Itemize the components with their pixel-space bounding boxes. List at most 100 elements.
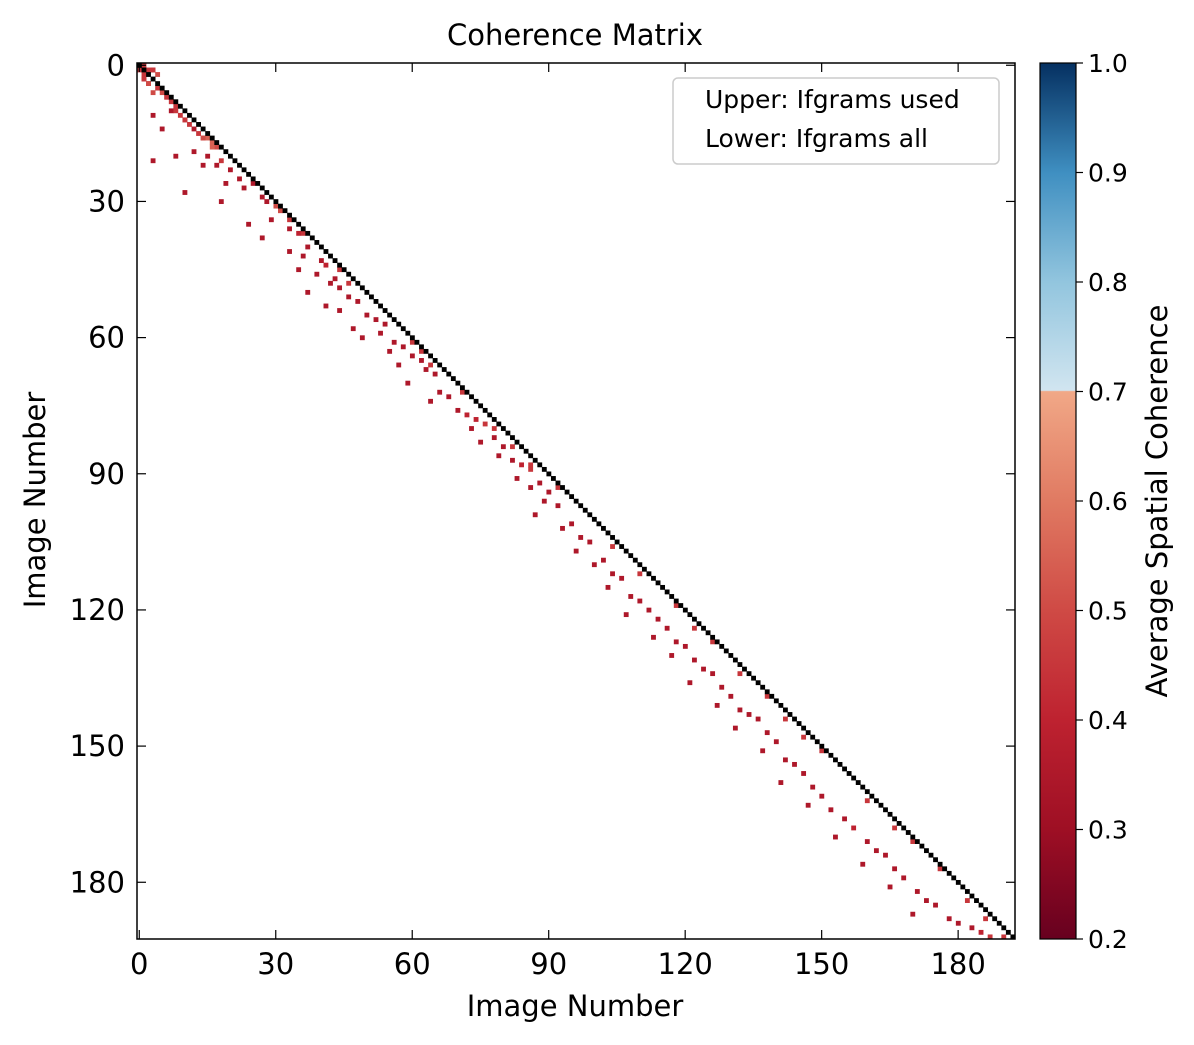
diagonal-cell bbox=[601, 525, 606, 531]
diagonal-cell bbox=[168, 94, 174, 100]
diagonal-cell bbox=[746, 671, 752, 677]
plot-frame bbox=[136, 62, 1016, 940]
diagonal-cell bbox=[400, 326, 406, 332]
heatmap-cell bbox=[819, 793, 825, 799]
heatmap-cell bbox=[259, 194, 265, 200]
diagonal-cell bbox=[337, 262, 343, 268]
heatmap-cell bbox=[937, 866, 943, 872]
heatmap-cell bbox=[933, 902, 938, 908]
diagonal-cell bbox=[846, 771, 852, 776]
diagonal-cell bbox=[446, 371, 452, 377]
heatmap-cell bbox=[710, 639, 716, 645]
diagonal-cell bbox=[387, 312, 393, 318]
heatmap-cell bbox=[728, 693, 734, 699]
heatmap-cell bbox=[560, 525, 565, 531]
heatmap-cell bbox=[396, 362, 402, 368]
heatmap-cell bbox=[496, 453, 502, 459]
diagonal-cell bbox=[191, 117, 197, 123]
heatmap-cell bbox=[155, 72, 161, 77]
heatmap-cell bbox=[469, 426, 474, 431]
heatmap-cell bbox=[719, 684, 725, 690]
heatmap-cell bbox=[378, 330, 383, 336]
heatmap-cell bbox=[519, 462, 524, 468]
heatmap-cell bbox=[141, 72, 147, 77]
diagonal-cell bbox=[196, 122, 201, 127]
diagonal-cell bbox=[469, 394, 474, 400]
diagonal-cell bbox=[505, 430, 511, 436]
diagonal-cells bbox=[137, 63, 1016, 940]
diagonal-cell bbox=[560, 485, 565, 490]
heatmap-cell bbox=[305, 289, 311, 295]
diagonal-cell bbox=[328, 253, 333, 259]
heatmap-cell bbox=[851, 825, 857, 831]
diagonal-cell bbox=[819, 743, 825, 749]
heatmap-cell bbox=[205, 135, 211, 141]
diagonal-cell bbox=[710, 634, 716, 640]
x-tick-label: 30 bbox=[257, 947, 294, 981]
diagonal-cell bbox=[550, 476, 556, 481]
diagonal-cell bbox=[760, 684, 766, 690]
heatmap-cell bbox=[669, 653, 675, 658]
colorbar-tick-label: 1.0 bbox=[1088, 49, 1128, 78]
heatmap-cell bbox=[482, 421, 488, 427]
heatmap-cell bbox=[605, 584, 611, 590]
heatmap-cell bbox=[428, 362, 433, 368]
diagonal-cell bbox=[491, 417, 497, 422]
diagonal-cell bbox=[478, 403, 484, 409]
heatmap-cell bbox=[400, 344, 406, 350]
diagonal-cell bbox=[409, 335, 415, 341]
heatmap-cell bbox=[150, 112, 156, 118]
diagonal-cell bbox=[742, 666, 747, 672]
heatmap-cell bbox=[155, 85, 161, 91]
x-tick-label: 0 bbox=[130, 947, 148, 981]
diagonal-cell bbox=[937, 861, 943, 867]
heatmap-cell bbox=[805, 802, 811, 808]
heatmap-cell bbox=[828, 807, 834, 813]
heatmap-cell bbox=[692, 625, 697, 631]
diagonal-cell bbox=[264, 190, 270, 195]
diagonal-cell bbox=[350, 276, 356, 282]
heatmap-cell bbox=[150, 90, 156, 96]
heatmap-cell bbox=[714, 702, 720, 708]
diagonal-cell bbox=[473, 398, 479, 404]
diagonal-cell bbox=[1001, 925, 1007, 931]
diagonal-cell bbox=[964, 889, 970, 894]
diagonal-cell bbox=[641, 566, 647, 572]
diagonal-cell bbox=[382, 308, 388, 313]
heatmap-cell bbox=[332, 276, 338, 282]
diagonal-cell bbox=[596, 521, 602, 527]
diagonal-cell bbox=[769, 693, 775, 699]
heatmap-cell bbox=[473, 417, 479, 422]
y-tick-label: 0 bbox=[107, 48, 125, 82]
diagonal-cell bbox=[187, 112, 192, 118]
diagonal-cell bbox=[555, 480, 561, 486]
heatmap-cell bbox=[569, 521, 575, 527]
diagonal-cell bbox=[241, 167, 247, 173]
diagonal-cell bbox=[405, 330, 411, 336]
heatmap-cell bbox=[191, 149, 197, 155]
heatmap-cell bbox=[191, 126, 197, 132]
heatmap-cell bbox=[687, 680, 693, 686]
heatmap-cell bbox=[419, 358, 424, 363]
heatmap-cell bbox=[182, 117, 188, 123]
diagonal-cell bbox=[946, 870, 952, 876]
heatmap-cell bbox=[337, 267, 343, 273]
diagonal-cell bbox=[974, 898, 979, 903]
legend: Upper: Ifgrams used Lower: Ifgrams all bbox=[672, 77, 1000, 165]
heatmap-cell bbox=[464, 412, 470, 418]
diagonal-cell bbox=[828, 752, 834, 758]
diagonal-cell bbox=[296, 221, 302, 227]
diagonal-cell bbox=[537, 462, 543, 468]
colorbar-tick-label: 0.4 bbox=[1088, 706, 1128, 735]
diagonal-cell bbox=[305, 230, 311, 236]
diagonal-cell bbox=[705, 630, 711, 636]
diagonal-cell bbox=[214, 140, 220, 145]
diagonal-cell bbox=[378, 303, 383, 309]
heatmap-cell bbox=[278, 208, 283, 214]
heatmap-cell bbox=[264, 199, 270, 205]
heatmap-cell bbox=[182, 190, 188, 195]
diagonal-cell bbox=[778, 702, 784, 708]
heatmap-cell bbox=[819, 748, 825, 754]
diagonal-cell bbox=[246, 171, 252, 177]
heatmap-cell bbox=[459, 389, 465, 395]
